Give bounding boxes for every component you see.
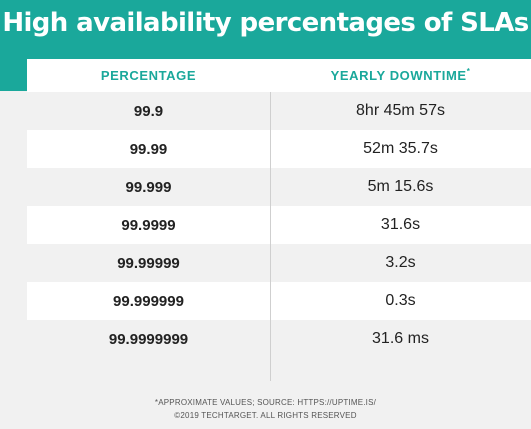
table-row: 99.9 8hr 45m 57s — [27, 92, 531, 130]
percentage-cell: 99.9999999 — [108, 330, 189, 348]
source-note: *APPROXIMATE VALUES; SOURCE: HTTPS://UPT… — [154, 398, 377, 407]
percentage-cell: 99.99999 — [117, 254, 180, 272]
downtime-cell: 3.2s — [385, 254, 416, 271]
percentage-cell: 99.9999 — [121, 216, 176, 234]
table-row: 99.9999 31.6s — [27, 206, 531, 244]
table-header-row: PERCENTAGE YEARLY DOWNTIME* — [27, 59, 531, 92]
column-header-downtime-label: YEARLY DOWNTIME — [330, 68, 467, 83]
downtime-cell: 0.3s — [385, 292, 416, 309]
page-title: High availability percentages of SLAs — [2, 8, 529, 38]
percentage-cell: 99.9 — [133, 102, 164, 120]
table-row: 99.9999999 31.6 ms — [27, 320, 531, 358]
footnote-mark: * — [466, 67, 471, 76]
column-divider — [270, 92, 271, 381]
sla-table: PERCENTAGE YEARLY DOWNTIME* 99.9 8hr 45m… — [27, 59, 531, 358]
table-row: 99.999 5m 15.6s — [27, 168, 531, 206]
column-header-downtime: YEARLY DOWNTIME* — [270, 67, 531, 83]
percentage-cell: 99.999999 — [113, 292, 184, 310]
copyright-notice: ©2019 TECHTARGET. ALL RIGHTS RESERVED — [174, 411, 357, 420]
downtime-cell: 5m 15.6s — [367, 178, 434, 195]
downtime-cell: 52m 35.7s — [363, 140, 438, 157]
table-row: 99.99 52m 35.7s — [27, 130, 531, 168]
percentage-cell: 99.999 — [125, 178, 172, 196]
percentage-cell: 99.99 — [129, 140, 168, 158]
table-row: 99.99999 3.2s — [27, 244, 531, 282]
downtime-cell: 8hr 45m 57s — [356, 102, 445, 119]
column-header-percentage: PERCENTAGE — [100, 68, 197, 83]
downtime-cell: 31.6s — [380, 216, 421, 233]
table-row: 99.999999 0.3s — [27, 282, 531, 320]
downtime-cell: 31.6 ms — [372, 330, 429, 347]
footer: *APPROXIMATE VALUES; SOURCE: HTTPS://UPT… — [0, 396, 531, 422]
